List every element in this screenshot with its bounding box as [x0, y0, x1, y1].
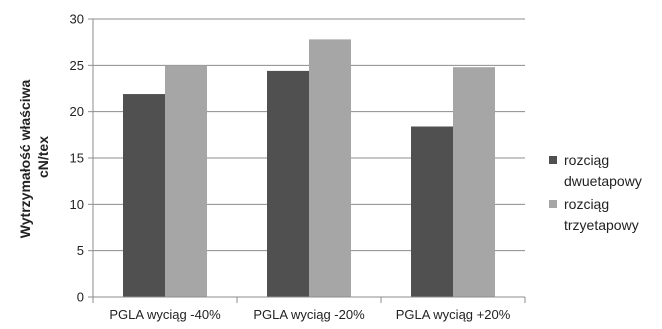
y-tick-label: 30 — [70, 12, 84, 27]
legend-swatch — [549, 156, 557, 164]
bar-series-1-cat-1 — [123, 94, 165, 297]
axes — [92, 19, 526, 303]
bar-series-1-cat-2 — [267, 70, 309, 297]
x-category-label: PGLA wyciąg +20% — [396, 307, 511, 322]
x-category-label: PGLA wyciąg -40% — [109, 307, 221, 322]
x-category-label: PGLA wyciąg -20% — [253, 307, 365, 322]
y-axis-title-line-2: cN/tex — [35, 136, 51, 178]
y-axis-title: Wytrzymałość właściwa cN/tex — [17, 76, 51, 238]
legend-swatch — [549, 200, 557, 208]
y-tick-label: 10 — [70, 197, 84, 212]
y-axis-title-line-1: Wytrzymałość właściwa — [17, 79, 33, 238]
y-tick-label: 5 — [77, 243, 84, 258]
legend-label: rozciąg — [564, 196, 609, 212]
y-tick-labels: 0 5 10 15 20 25 30 — [70, 12, 84, 305]
legend-label: dwuetapowy — [564, 173, 642, 189]
legend-label: trzyetapowy — [564, 217, 639, 233]
bar-series-2-cat-1 — [165, 65, 207, 297]
legend-label: rozciąg — [564, 152, 609, 168]
y-tick-label: 25 — [70, 58, 84, 73]
bar-series-2-cat-3 — [453, 67, 495, 297]
bar-series-1-cat-3 — [411, 126, 453, 297]
bar-series-2-cat-2 — [309, 39, 351, 298]
y-tick-label: 20 — [70, 104, 84, 119]
legend: rozciąg dwuetapowy rozciąg trzyetapowy — [549, 152, 642, 233]
y-tick-label: 15 — [70, 151, 84, 166]
bars — [123, 39, 495, 298]
x-category-labels: PGLA wyciąg -40% PGLA wyciąg -20% PGLA wyc… — [109, 307, 510, 322]
y-tick-label: 0 — [77, 290, 84, 305]
